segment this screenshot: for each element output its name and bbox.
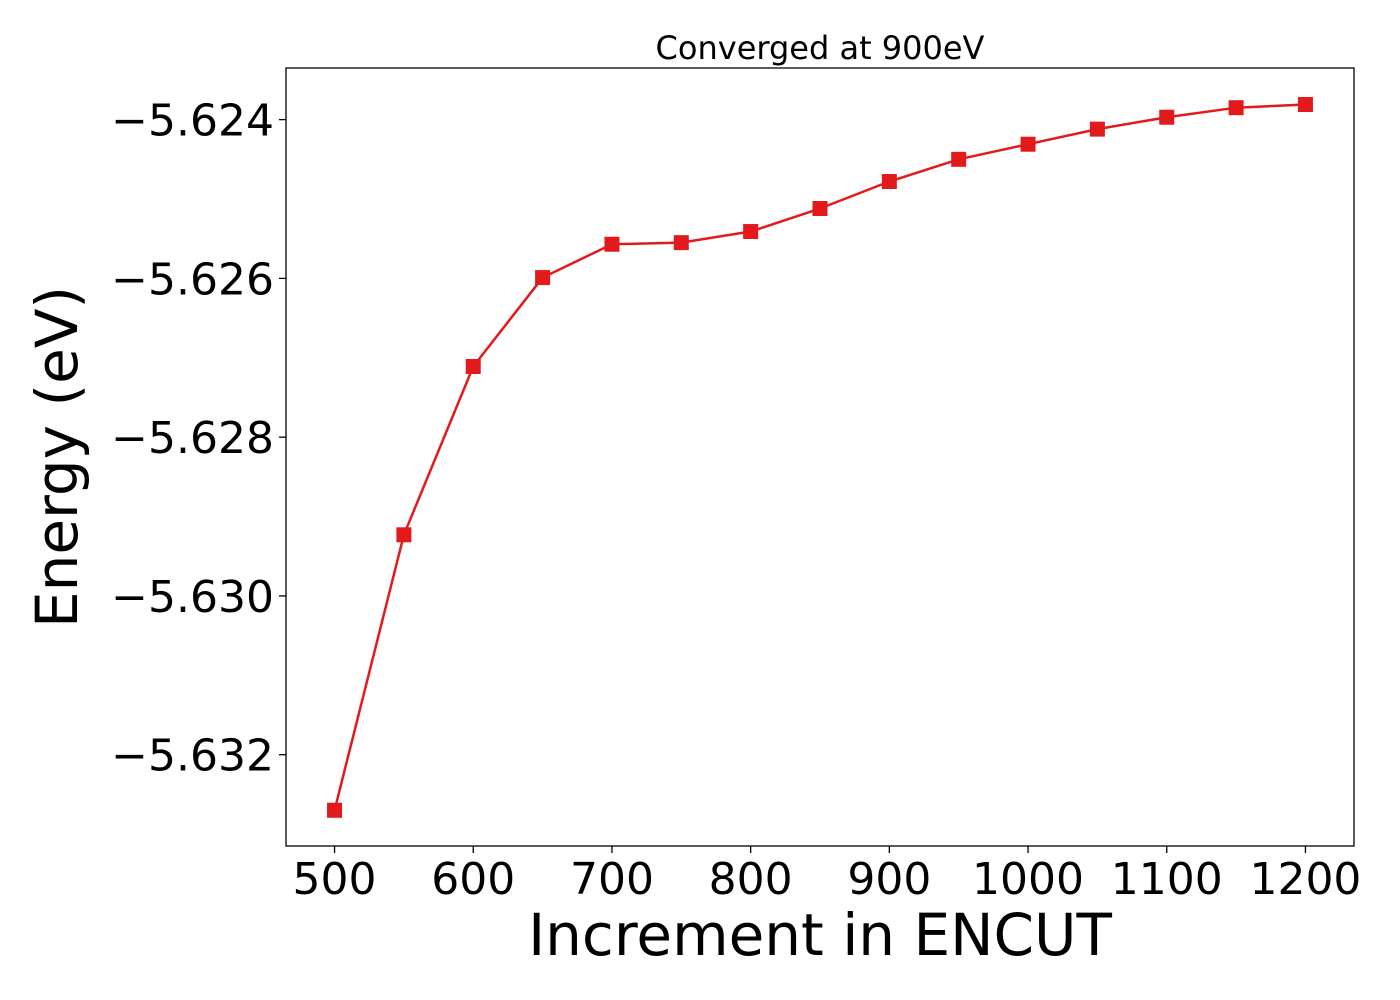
y-tick-label: −5.626 bbox=[111, 254, 274, 305]
x-tick-label: 1000 bbox=[972, 854, 1084, 905]
x-tick-label: 700 bbox=[570, 854, 654, 905]
y-tick-label: −5.624 bbox=[111, 96, 274, 147]
chart-title: Converged at 900eV bbox=[656, 29, 985, 67]
x-tick-label: 800 bbox=[709, 854, 793, 905]
data-point-marker bbox=[673, 235, 689, 251]
data-point-marker bbox=[812, 201, 828, 217]
y-tick-label: −5.628 bbox=[111, 413, 274, 464]
data-point-marker bbox=[881, 174, 897, 190]
data-point-marker bbox=[1089, 121, 1105, 137]
axis-ticks: 500 600 700 800 900 1000 1100 1200 −5.624 −5.626 −… bbox=[111, 96, 1361, 905]
data-point-marker bbox=[604, 236, 620, 252]
plot-frame bbox=[285, 67, 1355, 847]
plot-content bbox=[327, 97, 1313, 818]
data-point-marker bbox=[327, 802, 343, 818]
y-tick-label: −5.630 bbox=[111, 572, 274, 623]
data-point-marker bbox=[743, 224, 759, 240]
x-tick-label: 1100 bbox=[1111, 854, 1223, 905]
x-tick-label: 600 bbox=[431, 854, 515, 905]
y-axis-label: Energy (eV) bbox=[23, 286, 91, 628]
x-tick-label: 1200 bbox=[1249, 854, 1361, 905]
data-point-marker bbox=[1297, 97, 1313, 113]
data-point-marker bbox=[1020, 136, 1036, 152]
data-point-marker bbox=[951, 151, 967, 167]
data-point-marker bbox=[1228, 100, 1244, 116]
data-point-marker bbox=[465, 358, 481, 374]
x-tick-label: 900 bbox=[847, 854, 931, 905]
x-tick-label: 500 bbox=[293, 854, 377, 905]
data-point-marker bbox=[1159, 109, 1175, 125]
data-point-marker bbox=[535, 270, 551, 286]
x-axis-label: Increment in ENCUT bbox=[528, 901, 1112, 969]
data-point-marker bbox=[396, 527, 412, 543]
y-tick-label: −5.632 bbox=[111, 731, 274, 782]
